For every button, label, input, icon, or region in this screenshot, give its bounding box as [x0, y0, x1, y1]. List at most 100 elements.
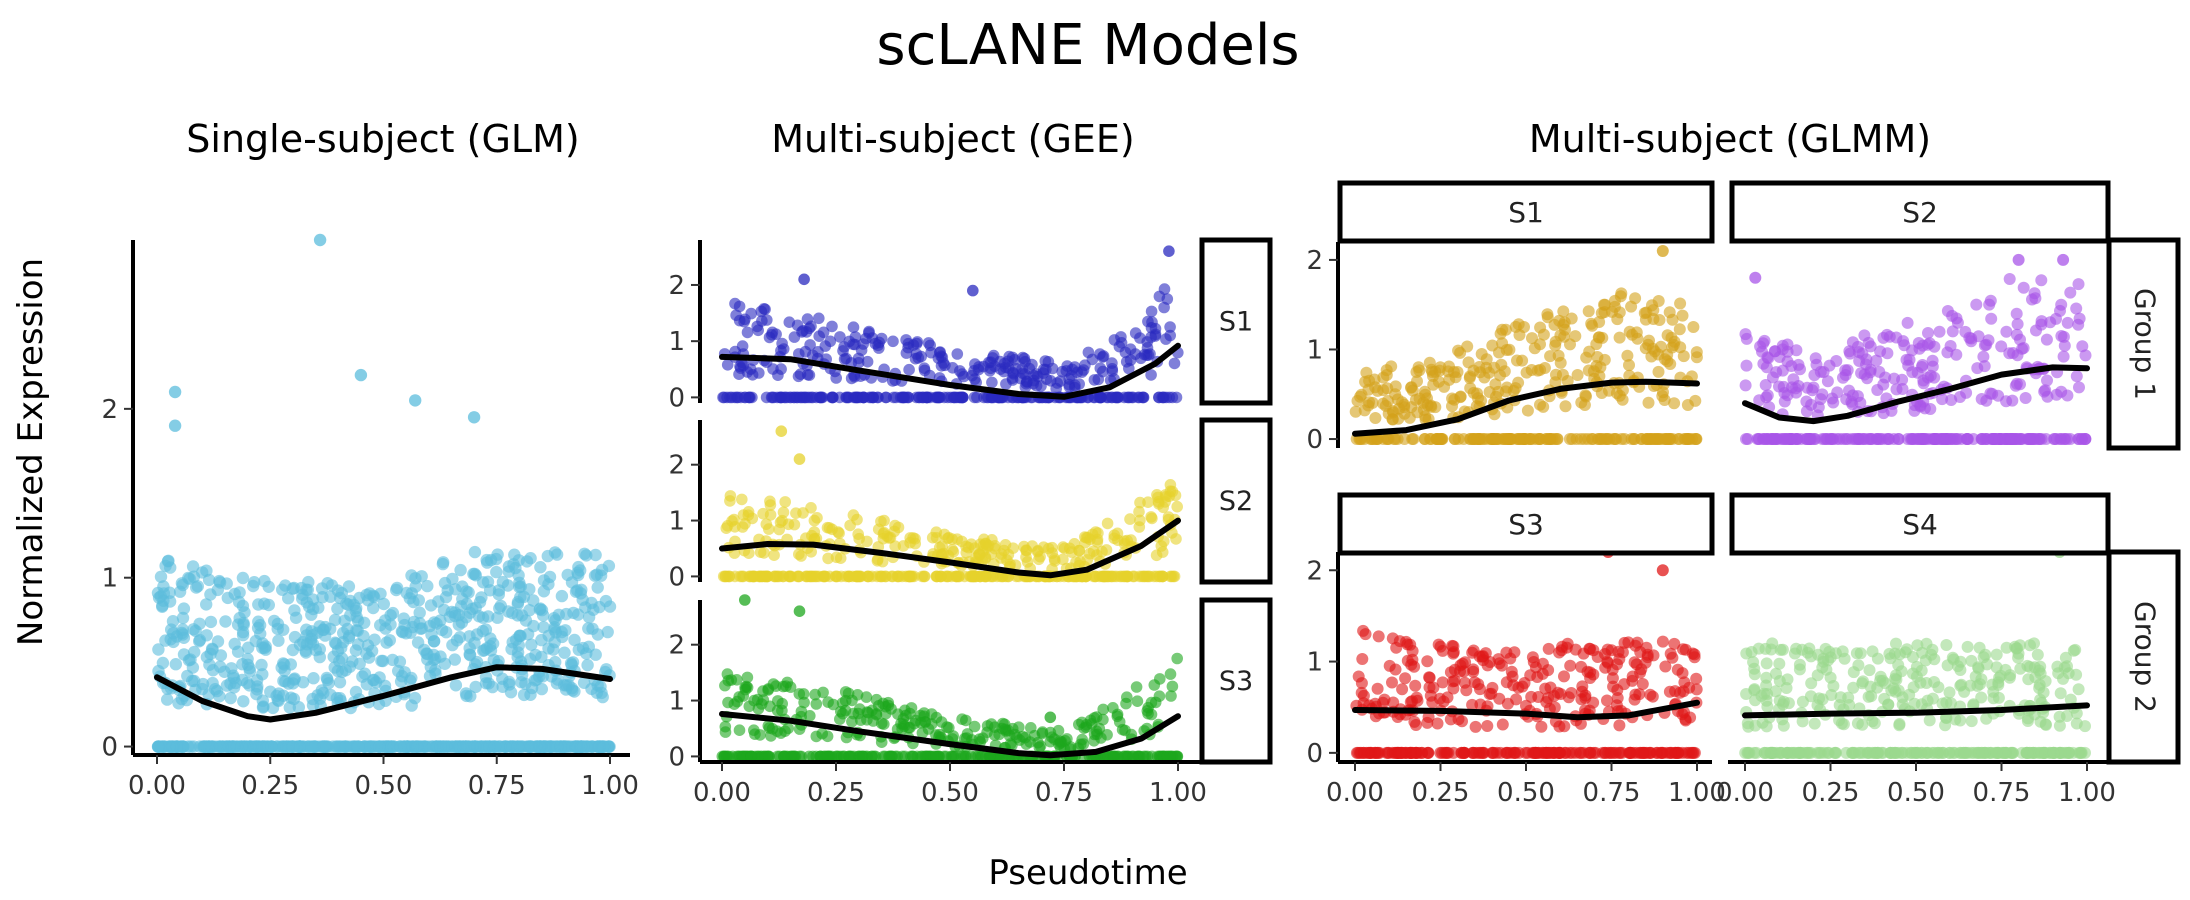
x-tick-label: 0.75 — [1973, 778, 2031, 808]
data-point — [255, 658, 268, 672]
data-point — [1591, 351, 1604, 363]
data-point — [1582, 364, 1595, 377]
data-point — [1407, 433, 1420, 445]
data-point — [1474, 698, 1487, 711]
data-point — [492, 588, 505, 601]
data-point — [823, 750, 836, 763]
data-point — [1924, 403, 1937, 415]
data-point — [1171, 652, 1183, 665]
data-point — [2041, 390, 2054, 403]
data-point — [873, 336, 885, 349]
y-tick-label: 1 — [668, 687, 685, 717]
data-point — [772, 695, 784, 707]
data-point — [481, 575, 495, 588]
data-point — [1436, 644, 1449, 657]
data-point — [1381, 433, 1394, 445]
data-point — [1478, 433, 1491, 445]
data-point — [2061, 660, 2073, 673]
data-point — [551, 673, 564, 686]
data-point — [872, 553, 884, 566]
data-point — [934, 346, 946, 358]
data-point — [1748, 662, 1761, 675]
data-point — [524, 552, 537, 565]
data-point — [166, 615, 180, 628]
data-point — [1839, 364, 1852, 377]
data-point — [1940, 639, 1953, 651]
data-point — [1861, 372, 1874, 385]
data-point — [1958, 746, 1970, 759]
data-point — [1871, 652, 1884, 665]
data-point — [1080, 532, 1093, 544]
y-tick-label: 0 — [101, 733, 118, 763]
data-point — [524, 688, 537, 701]
data-point — [1556, 640, 1569, 653]
data-point — [172, 697, 185, 710]
data-point — [204, 588, 217, 601]
data-point — [1634, 646, 1647, 658]
data-point — [1063, 381, 1076, 393]
data-point — [1760, 391, 1773, 404]
data-point — [961, 728, 974, 740]
outlier-point — [168, 419, 182, 432]
data-point — [1145, 708, 1158, 721]
data-point — [1503, 433, 1516, 445]
data-point — [1652, 365, 1665, 378]
data-point — [1674, 297, 1687, 310]
data-point — [1481, 720, 1494, 732]
data-point — [792, 370, 805, 383]
data-point — [159, 634, 172, 647]
y-tick-label: 1 — [668, 507, 685, 537]
data-point — [872, 700, 885, 712]
data-point — [1901, 433, 1914, 445]
data-point — [374, 619, 387, 632]
data-point — [2031, 648, 2044, 661]
data-point — [1160, 333, 1172, 345]
data-point — [300, 583, 313, 596]
data-point — [941, 532, 954, 545]
data-point — [1621, 349, 1634, 362]
y-tick-label: 1 — [1306, 648, 1323, 678]
data-point — [1681, 433, 1694, 445]
data-point — [918, 364, 931, 377]
data-point — [2000, 325, 2013, 338]
data-point — [1431, 717, 1444, 730]
data-point — [884, 531, 897, 544]
data-point — [1813, 746, 1826, 759]
data-point — [289, 611, 303, 624]
outlier-point — [1163, 245, 1175, 257]
data-point — [1888, 647, 1901, 660]
data-point — [1399, 672, 1412, 685]
data-point — [335, 586, 348, 600]
data-point — [1046, 362, 1059, 375]
data-point — [1887, 433, 1900, 445]
data-point — [479, 677, 493, 690]
data-point — [293, 740, 306, 753]
data-point — [200, 598, 213, 611]
data-point — [1105, 391, 1118, 404]
data-point — [847, 509, 860, 521]
data-point — [835, 705, 847, 718]
data-point — [502, 565, 515, 578]
data-point — [1087, 545, 1100, 557]
facet-strip-label: S1 — [1508, 196, 1544, 229]
data-point — [490, 552, 503, 566]
x-tick-label: 0.75 — [468, 771, 526, 801]
data-point — [275, 661, 288, 674]
data-point — [761, 314, 773, 326]
data-point — [716, 750, 729, 763]
data-point — [1488, 408, 1501, 421]
data-point — [287, 673, 301, 686]
data-point — [1434, 746, 1447, 759]
data-point — [587, 603, 600, 616]
data-point — [1070, 556, 1082, 568]
data-point — [1410, 691, 1423, 704]
data-point — [960, 750, 972, 763]
data-point — [1164, 668, 1177, 680]
data-point — [558, 646, 571, 659]
data-point — [816, 727, 828, 740]
data-point — [1780, 682, 1793, 694]
data-point — [1467, 433, 1480, 445]
data-point — [1690, 683, 1703, 696]
facet-row-strip-label: Group 2 — [2129, 601, 2162, 713]
